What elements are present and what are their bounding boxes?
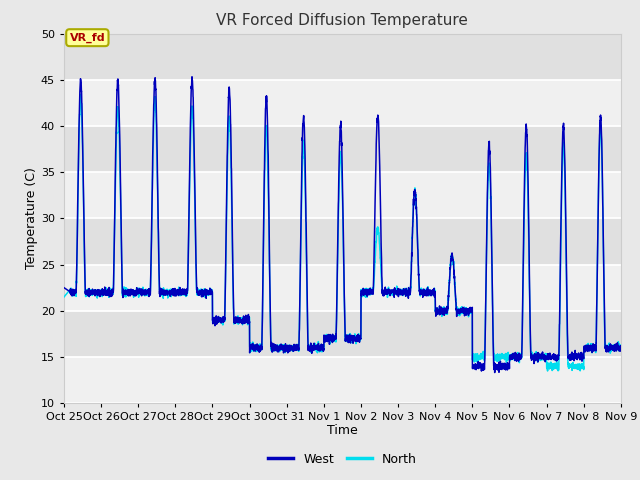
North <box>436 306 444 312</box>
Legend: West, North: West, North <box>263 448 422 471</box>
Line: West: West <box>64 77 621 372</box>
Y-axis label: Temperature (C): Temperature (C) <box>25 168 38 269</box>
Title: VR Forced Diffusion Temperature: VR Forced Diffusion Temperature <box>216 13 468 28</box>
Bar <box>64 357 621 403</box>
West <box>467 305 475 311</box>
West <box>188 74 196 80</box>
Bar <box>64 172 621 218</box>
North <box>617 347 625 352</box>
North <box>161 288 168 294</box>
Bar <box>64 264 621 311</box>
Bar <box>64 34 621 80</box>
West <box>436 306 444 312</box>
North <box>544 368 552 374</box>
Line: North: North <box>64 95 621 371</box>
West <box>499 362 507 368</box>
North <box>322 336 330 341</box>
West <box>616 345 624 351</box>
North <box>467 308 475 313</box>
Bar <box>64 218 621 264</box>
North <box>60 294 68 300</box>
Text: VR_fd: VR_fd <box>70 33 105 43</box>
West <box>322 335 330 341</box>
West <box>617 343 625 349</box>
North <box>499 351 507 357</box>
West <box>60 285 68 290</box>
West <box>491 370 499 375</box>
Bar <box>64 311 621 357</box>
North <box>77 92 84 97</box>
X-axis label: Time: Time <box>327 424 358 437</box>
North <box>616 345 624 350</box>
Bar <box>64 80 621 126</box>
Bar <box>64 126 621 172</box>
West <box>160 289 168 295</box>
